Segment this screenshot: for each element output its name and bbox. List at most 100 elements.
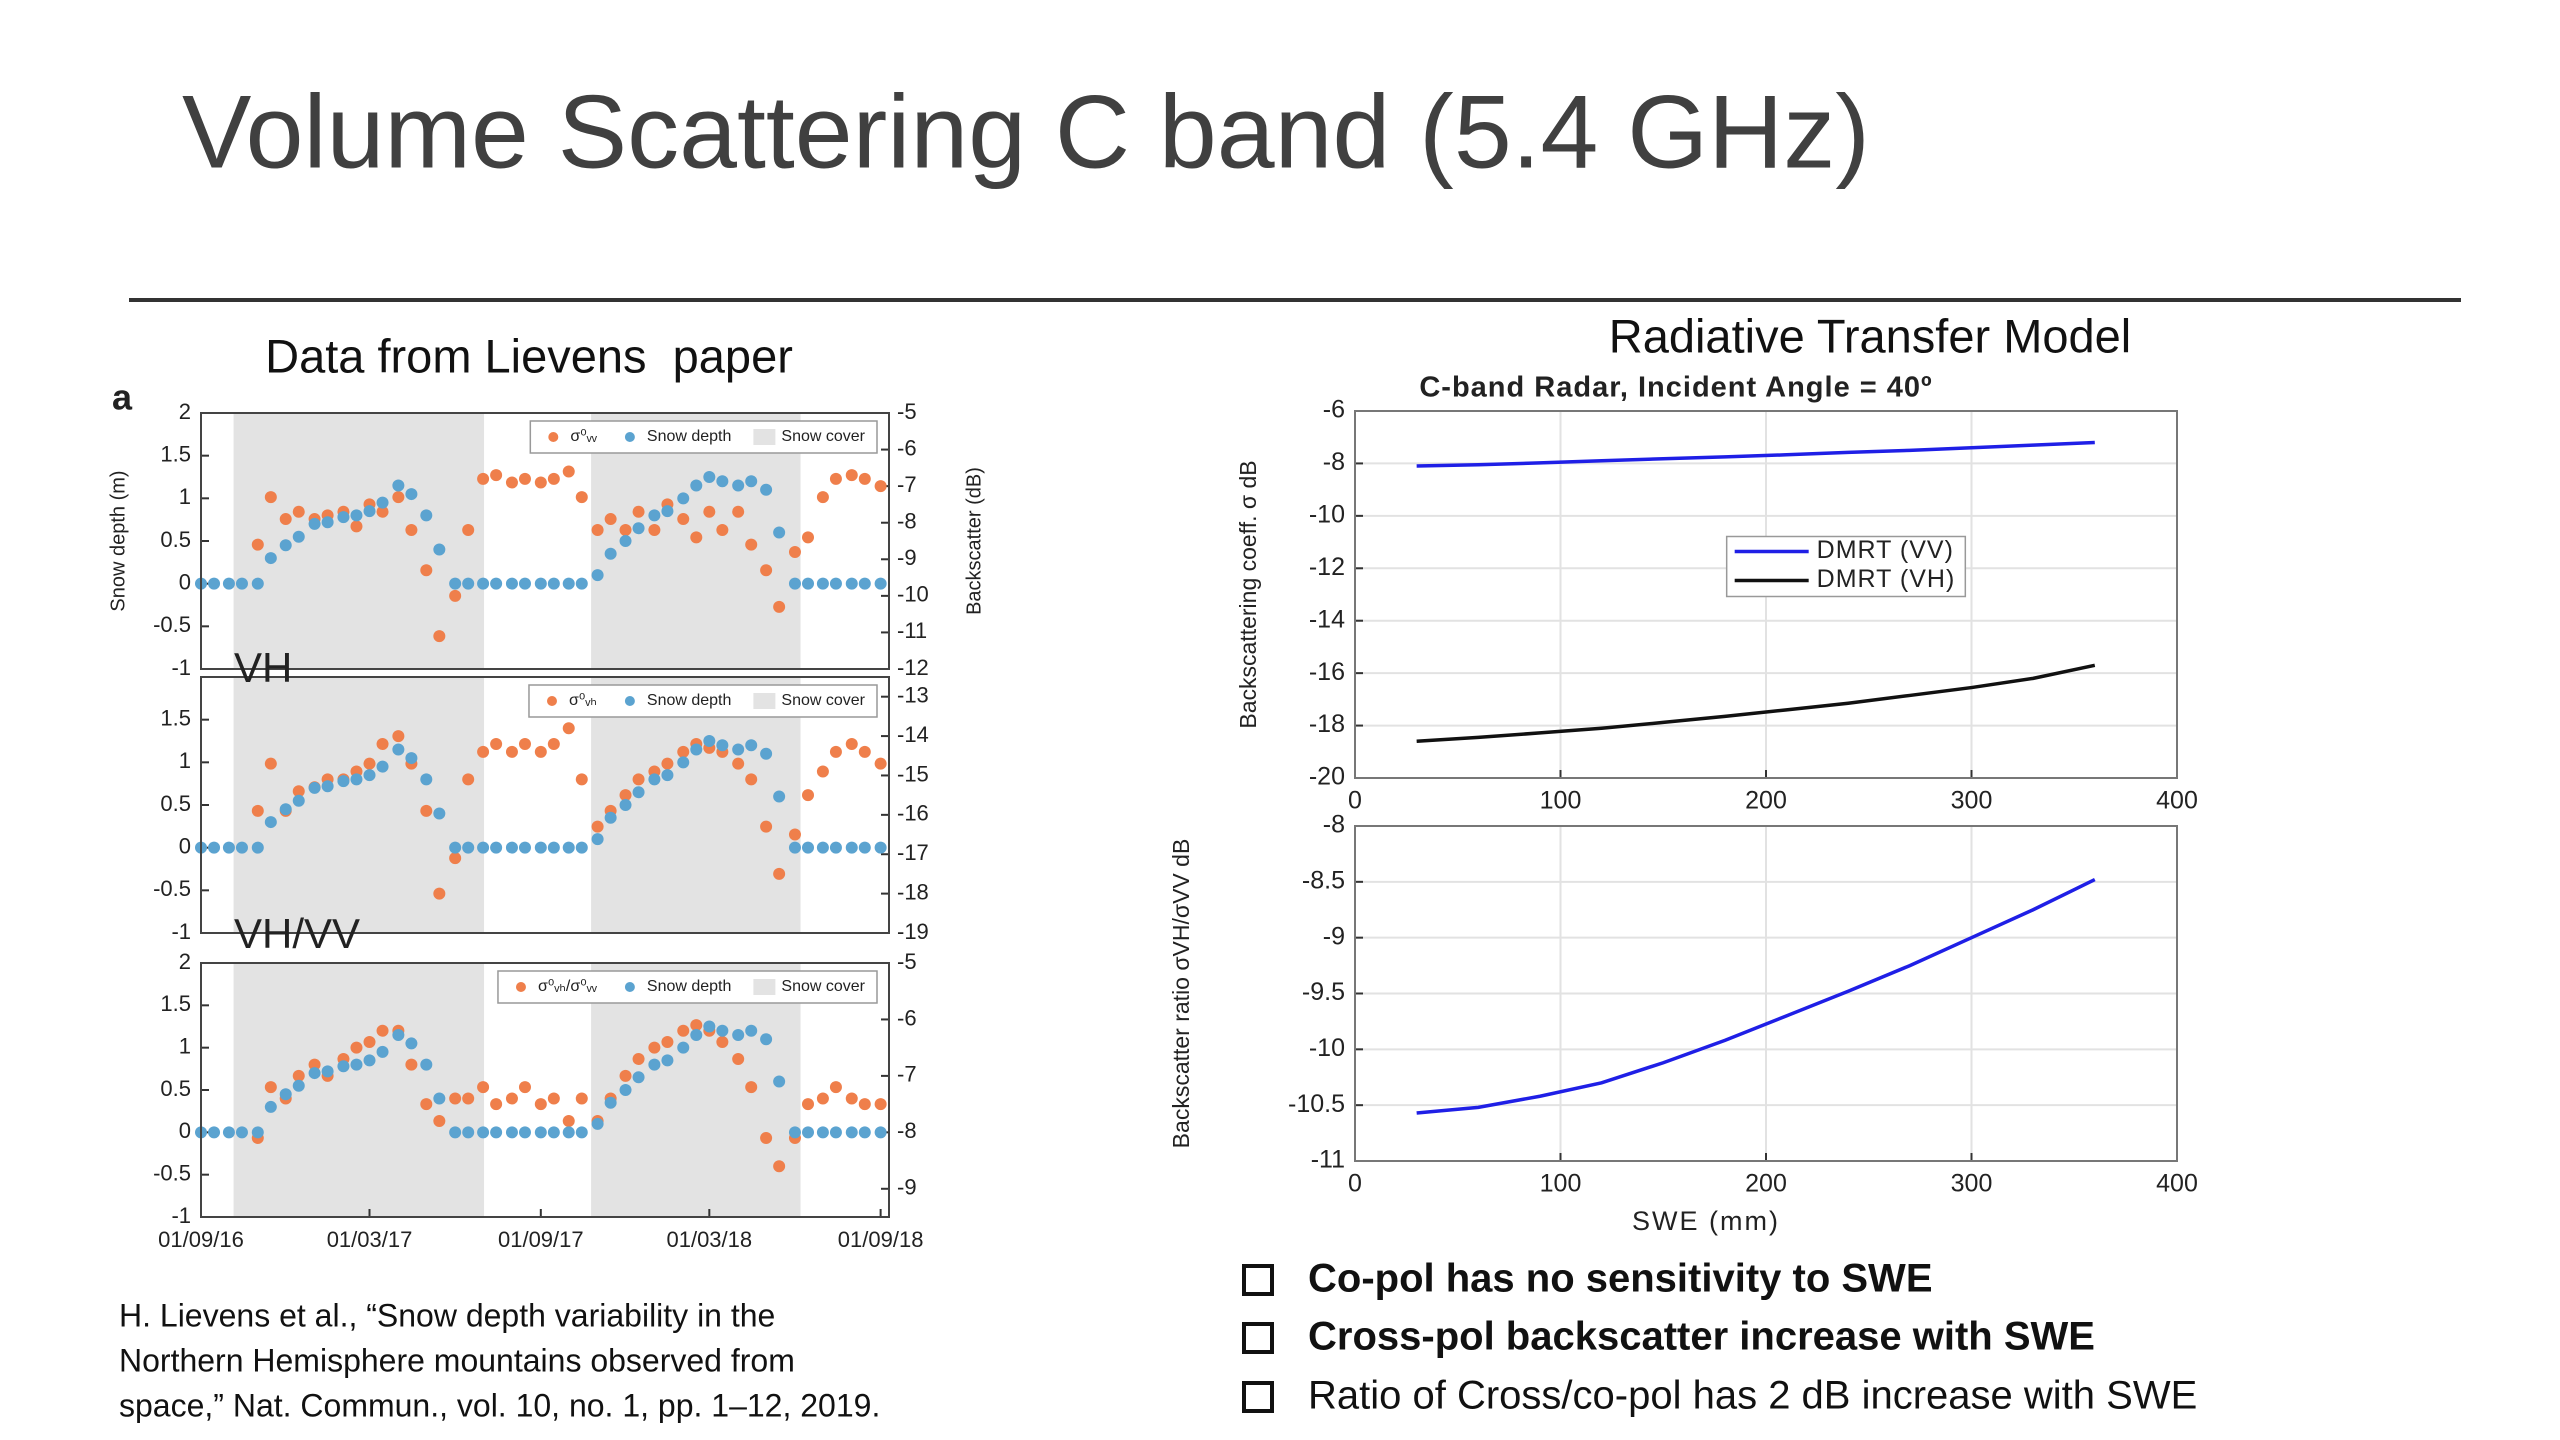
data-point bbox=[308, 1058, 321, 1071]
data-point bbox=[703, 505, 716, 518]
data-point bbox=[477, 1126, 490, 1139]
x-tick-label: 400 bbox=[2156, 787, 2198, 815]
data-point bbox=[745, 739, 758, 752]
y2-tick-label: -8 bbox=[897, 509, 917, 534]
legend-swatch bbox=[548, 432, 559, 442]
data-point bbox=[845, 1092, 858, 1105]
data-point bbox=[518, 737, 531, 750]
data-point bbox=[420, 509, 433, 522]
data-point bbox=[858, 841, 871, 854]
data-point bbox=[477, 472, 490, 485]
data-point bbox=[462, 1092, 475, 1105]
data-point bbox=[732, 1028, 745, 1041]
x-tick-label: 01/09/17 bbox=[498, 1227, 584, 1252]
data-point bbox=[490, 577, 503, 590]
data-point bbox=[604, 811, 617, 824]
data-point bbox=[462, 1126, 475, 1139]
y-tick-label: -8.5 bbox=[1302, 866, 1345, 894]
citation-line: H. Lievens et al., “Snow depth variabili… bbox=[119, 1297, 775, 1333]
data-point bbox=[292, 794, 305, 807]
data-point bbox=[405, 752, 418, 765]
data-point bbox=[677, 745, 690, 758]
data-point bbox=[518, 577, 531, 590]
plot-frame bbox=[200, 412, 890, 670]
legend-box bbox=[497, 970, 878, 1004]
data-point bbox=[292, 785, 305, 798]
snow-cover-band bbox=[233, 677, 485, 933]
legend-label: σ⁰ᵥₕ bbox=[569, 692, 597, 709]
data-point bbox=[235, 577, 248, 590]
data-point bbox=[518, 841, 531, 854]
data-point bbox=[703, 1020, 716, 1033]
data-point bbox=[661, 1036, 674, 1049]
data-point bbox=[222, 577, 235, 590]
data-point bbox=[477, 1081, 490, 1094]
data-point bbox=[222, 1126, 235, 1139]
data-point bbox=[874, 1098, 887, 1111]
data-point bbox=[773, 1160, 786, 1173]
data-point bbox=[845, 577, 858, 590]
data-point bbox=[619, 799, 632, 811]
data-point bbox=[449, 1126, 462, 1139]
data-point bbox=[376, 760, 389, 773]
data-point bbox=[337, 1060, 350, 1073]
data-point bbox=[392, 743, 405, 756]
y-tick-label: -14 bbox=[1309, 605, 1345, 633]
data-point bbox=[279, 1088, 292, 1101]
data-point bbox=[321, 516, 334, 529]
data-point bbox=[462, 524, 475, 537]
legend-label: Snow cover bbox=[781, 692, 865, 709]
y-tick-label: 0 bbox=[179, 569, 191, 594]
data-point bbox=[562, 577, 575, 590]
legend-swatch bbox=[753, 429, 776, 445]
y-axis-label: Backscattering coeff. σ dB bbox=[1235, 460, 1261, 728]
y2-tick-label: -17 bbox=[897, 840, 929, 865]
data-point bbox=[802, 531, 815, 544]
checkbox bbox=[1242, 1264, 1274, 1296]
y-tick-label: -20 bbox=[1309, 763, 1345, 791]
data-point bbox=[648, 1058, 661, 1071]
data-point bbox=[279, 539, 292, 552]
y-tick-label: 1 bbox=[179, 748, 191, 773]
data-point bbox=[392, 1028, 405, 1041]
legend-swatch bbox=[624, 432, 635, 442]
data-line bbox=[1416, 878, 2096, 1115]
data-point bbox=[308, 1067, 321, 1080]
data-point bbox=[773, 867, 786, 880]
y2-tick-label: -12 bbox=[897, 655, 929, 680]
data-point bbox=[760, 747, 773, 760]
data-point bbox=[648, 524, 661, 537]
y-tick-label: 1.5 bbox=[160, 705, 191, 730]
y2-tick-label: -19 bbox=[897, 919, 929, 944]
data-point bbox=[534, 577, 547, 590]
data-point bbox=[575, 1126, 588, 1139]
y-tick-label: 1.5 bbox=[160, 441, 191, 466]
data-point bbox=[376, 737, 389, 750]
y-tick-label: 2 bbox=[179, 949, 191, 974]
legend-label: Snow cover bbox=[781, 428, 865, 445]
x-tick-label: 400 bbox=[2156, 1170, 2198, 1198]
data-point bbox=[829, 1126, 842, 1139]
data-point bbox=[376, 1024, 389, 1037]
plot-frame bbox=[1354, 825, 2178, 1162]
y2-tick-label: -9 bbox=[897, 545, 917, 570]
plot-frame bbox=[1354, 410, 2178, 779]
plot-frame bbox=[200, 676, 890, 934]
data-point bbox=[632, 773, 645, 786]
data-point bbox=[337, 511, 350, 524]
chart-title: C-band Radar, Incident Angle = 40º bbox=[1419, 372, 1932, 404]
data-point bbox=[251, 1126, 264, 1139]
data-point bbox=[534, 1126, 547, 1139]
y2-tick-label: -14 bbox=[897, 722, 929, 747]
data-point bbox=[405, 1037, 418, 1050]
data-point bbox=[392, 479, 405, 492]
panel-label: VH/VV bbox=[234, 910, 360, 957]
y-tick-label: 2 bbox=[179, 399, 191, 424]
data-point bbox=[575, 491, 588, 504]
x-tick-label: 0 bbox=[1348, 1170, 1362, 1198]
data-point bbox=[490, 841, 503, 854]
data-point bbox=[505, 841, 518, 854]
data-point bbox=[677, 492, 690, 505]
data-point bbox=[547, 737, 560, 750]
data-point bbox=[788, 841, 801, 854]
